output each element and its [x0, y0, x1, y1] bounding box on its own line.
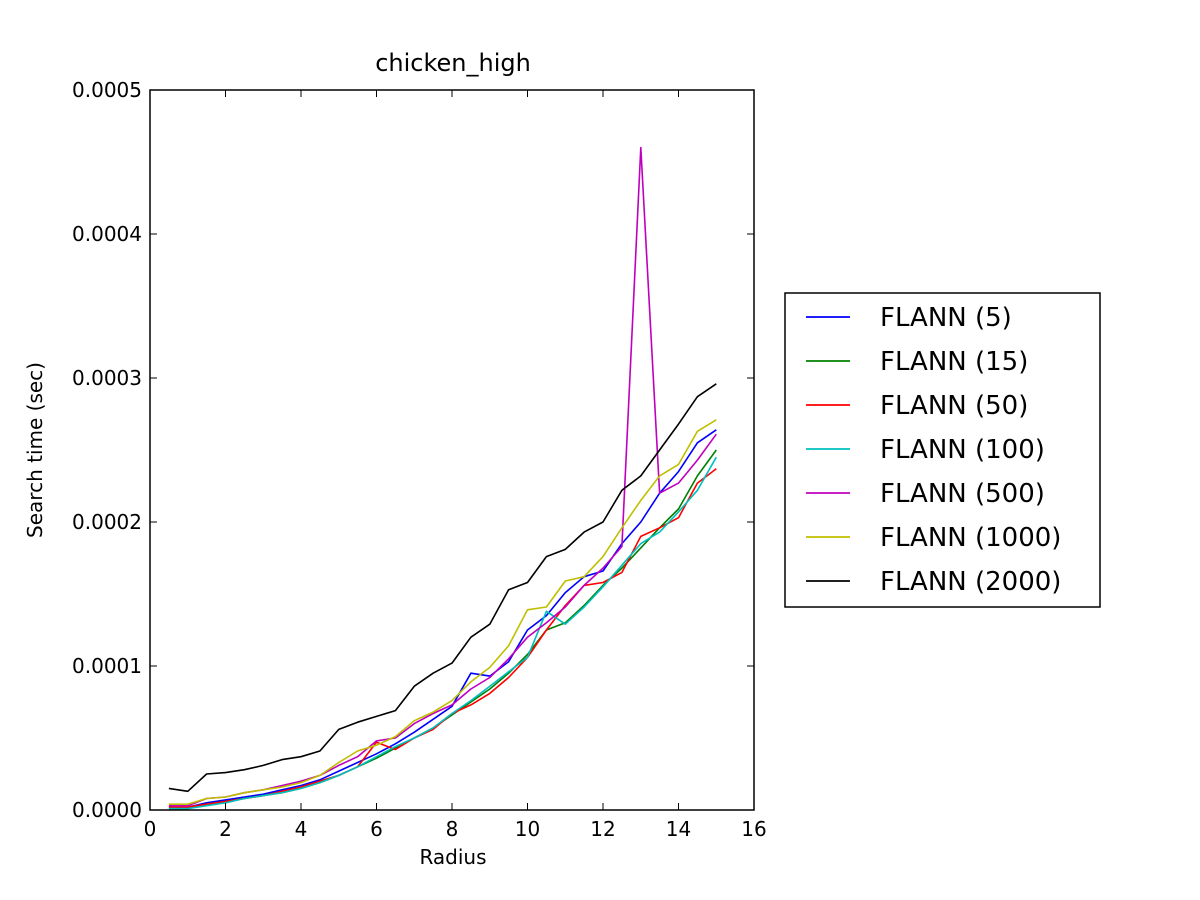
x-axis-label: Radius: [419, 845, 486, 869]
chart-title: chicken_high: [375, 49, 531, 77]
legend-box: [784, 292, 1101, 608]
legend-label-4: FLANN (500): [880, 479, 1045, 509]
legend-label-6: FLANN (2000): [880, 567, 1061, 597]
legend: FLANN (5) FLANN (15) FLANN (50) FLANN (100)…: [784, 292, 1101, 608]
legend-label-5: FLANN (1000): [880, 523, 1061, 553]
y-tick-label: 0.0000: [72, 798, 142, 822]
x-tick-label: 12: [590, 817, 615, 841]
plot-frame: [149, 89, 755, 811]
x-tick-label: 0: [144, 817, 157, 841]
y-tick-label: 0.0004: [72, 222, 142, 246]
y-tick-label: 0.0005: [72, 78, 142, 102]
series-line-3: [168, 456, 717, 810]
series-line-6: [168, 383, 717, 793]
legend-label-0: FLANN (5): [880, 303, 1012, 333]
x-tick-label: 4: [295, 817, 308, 841]
x-tick-label: 14: [666, 817, 691, 841]
y-tick-label: 0.0003: [72, 366, 142, 390]
x-tick-label: 2: [219, 817, 232, 841]
x-tick-label: 8: [446, 817, 459, 841]
legend-label-1: FLANN (15): [880, 347, 1028, 377]
legend-label-2: FLANN (50): [880, 391, 1028, 421]
legend-label-3: FLANN (100): [880, 435, 1045, 465]
x-tick-label: 16: [741, 817, 766, 841]
tick-layer: 0 2 4 6 8 10 12 14 16 0.0000 0.0001 0.0002 0.0003 0.0…: [72, 78, 767, 841]
y-tick-label: 0.0001: [72, 654, 142, 678]
x-tick-label: 6: [370, 817, 383, 841]
series-layer: [168, 146, 717, 810]
series-line-0: [168, 429, 717, 808]
y-axis-label: Search time (sec): [23, 362, 47, 538]
y-tick-label: 0.0002: [72, 510, 142, 534]
series-line-5: [168, 419, 717, 806]
x-tick-label: 10: [515, 817, 540, 841]
